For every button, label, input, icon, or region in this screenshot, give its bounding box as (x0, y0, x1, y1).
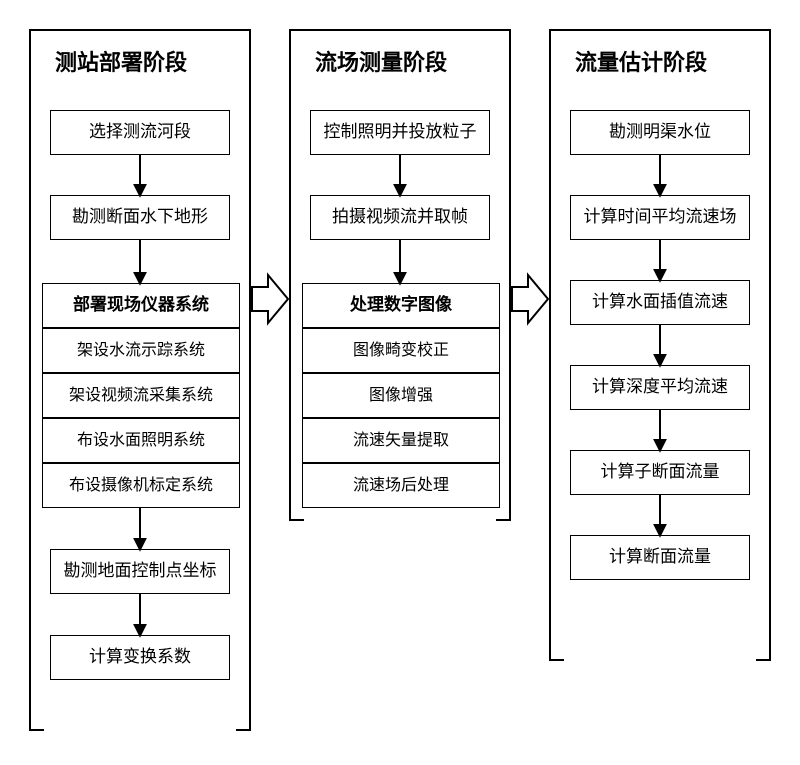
flow-box: 部署现场仪器系统 (42, 283, 240, 328)
flow-box: 计算子断面流量 (570, 450, 750, 495)
phase-title: 测站部署阶段 (55, 45, 187, 77)
flow-sub-box: 架设水流示踪系统 (42, 328, 240, 373)
flow-sub-box: 布设摄像机标定系统 (42, 463, 240, 508)
phase-title: 流场测量阶段 (315, 45, 447, 77)
flow-box: 处理数字图像 (302, 283, 500, 328)
flow-box: 勘测明渠水位 (570, 110, 750, 155)
flow-box: 计算变换系数 (50, 635, 230, 680)
flow-sub-box: 架设视频流采集系统 (42, 373, 240, 418)
flowchart-canvas: 测站部署阶段 流场测量阶段 流量估计阶段选择测流河段勘测断面水下地形部署现场仪器系统… (0, 0, 800, 765)
flow-box: 选择测流河段 (50, 110, 230, 155)
flow-sub-box: 图像增强 (302, 373, 500, 418)
flow-box: 计算水面插值流速 (570, 280, 750, 325)
phase-title: 流量估计阶段 (575, 45, 707, 77)
flow-box: 勘测地面控制点坐标 (50, 549, 230, 594)
flow-box: 计算断面流量 (570, 535, 750, 580)
flow-box: 勘测断面水下地形 (50, 195, 230, 240)
flow-sub-box: 流速场后处理 (302, 463, 500, 508)
flow-sub-box: 流速矢量提取 (302, 418, 500, 463)
flow-box: 计算深度平均流速 (570, 365, 750, 410)
flow-box: 拍摄视频流并取帧 (310, 195, 490, 240)
flow-box: 控制照明并投放粒子 (310, 110, 490, 155)
flow-box: 计算时间平均流速场 (570, 195, 750, 240)
flow-sub-box: 图像畸变校正 (302, 328, 500, 373)
flow-sub-box: 布设水面照明系统 (42, 418, 240, 463)
